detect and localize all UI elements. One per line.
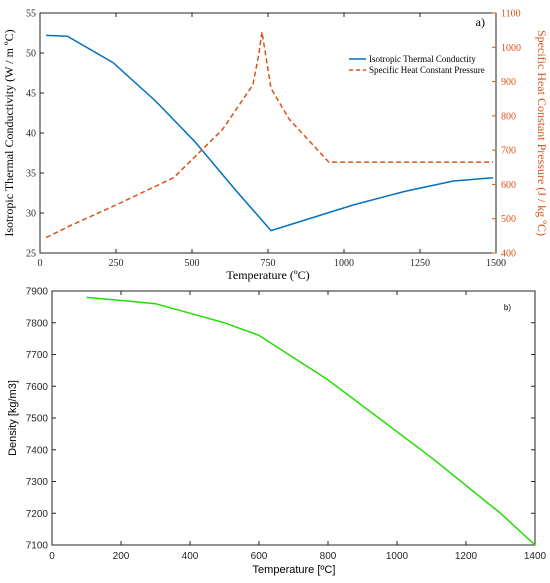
density-line xyxy=(86,296,536,546)
y-tick-label: 7400 xyxy=(26,445,49,456)
series-lines-b xyxy=(86,296,536,546)
x-tick-label: 0 xyxy=(38,258,43,269)
x-ticks-a: 0 250 500 750 1000 1250 1500 xyxy=(38,13,506,269)
x-tick-label: 400 xyxy=(182,551,199,562)
x-tick-label: 750 xyxy=(261,258,276,269)
plot-area-a xyxy=(39,12,497,254)
y-left-tick-label: 45 xyxy=(26,89,36,100)
x-tick-label: 1250 xyxy=(410,258,430,269)
y-left-tick-label: 30 xyxy=(26,209,36,220)
legend-label-conductivity: Isotropic Thermal Conductity xyxy=(369,54,476,64)
y-tick-label: 7700 xyxy=(26,350,49,361)
chart-panel-a: 0 250 500 750 1000 1250 1500 25 30 35 40 45 50 55 40… xyxy=(2,9,549,283)
y-right-tick-label: 900 xyxy=(501,77,516,88)
y-tick-label: 7600 xyxy=(26,382,49,393)
x-tick-label: 1000 xyxy=(334,258,354,269)
y-left-tick-label: 40 xyxy=(26,129,36,140)
y-right-tick-label: 500 xyxy=(501,214,516,225)
y-ticks-b: 7100 7200 7300 7400 7500 7600 7700 7800 7900 xyxy=(26,287,535,552)
chart-panel-b: 0 200 400 600 800 1000 1200 1400 7100 7200 7300 74… xyxy=(7,287,547,577)
y-right-ticks-a: 400 500 600 700 800 900 1000 1100 xyxy=(492,9,521,260)
specific-heat-line xyxy=(45,31,493,239)
y-left-tick-label: 50 xyxy=(26,49,36,60)
x-tick-label: 200 xyxy=(113,551,130,562)
x-tick-label: 250 xyxy=(109,258,124,269)
x-tick-label: 500 xyxy=(185,258,200,269)
y-left-tick-label: 25 xyxy=(26,249,36,260)
y-tick-label: 7300 xyxy=(26,477,49,488)
panel-label-a: a) xyxy=(476,15,485,29)
y-left-tick-label: 55 xyxy=(26,9,36,20)
y-right-tick-label: 1000 xyxy=(501,43,521,54)
x-tick-label: 1500 xyxy=(486,258,506,269)
y-tick-label: 7100 xyxy=(26,541,49,552)
panel-label-b: b) xyxy=(504,303,511,312)
y-right-tick-label: 1100 xyxy=(501,9,521,20)
x-tick-label: 600 xyxy=(251,551,268,562)
x-ticks-b: 0 200 400 600 800 1000 1200 1400 xyxy=(49,291,547,562)
thermal-conductivity-line xyxy=(46,34,494,232)
y-left-axis-label-a: Isotropic Thermal Conductivity (W / m ºC… xyxy=(2,29,16,236)
x-tick-label: 1000 xyxy=(386,551,409,562)
y-tick-label: 7500 xyxy=(26,414,49,425)
y-left-tick-label: 35 xyxy=(26,169,36,180)
y-tick-label: 7900 xyxy=(26,287,49,298)
x-tick-label: 1200 xyxy=(455,551,478,562)
y-left-ticks-a: 25 30 35 40 45 50 55 xyxy=(26,9,44,260)
y-axis-label-b: Density [kg/m3] xyxy=(7,380,19,456)
y-right-tick-label: 600 xyxy=(501,180,516,191)
y-tick-label: 7800 xyxy=(26,318,49,329)
series-lines-a xyxy=(45,31,494,239)
x-tick-label: 800 xyxy=(320,551,337,562)
x-axis-label-a: Temperature (ºC) xyxy=(226,268,309,282)
y-tick-label: 7200 xyxy=(26,509,49,520)
y-right-tick-label: 800 xyxy=(501,111,516,122)
y-right-tick-label: 400 xyxy=(501,249,516,260)
x-axis-label-b: Temperature [ºC] xyxy=(253,564,336,576)
y-right-tick-label: 700 xyxy=(501,146,516,157)
x-tick-label: 0 xyxy=(49,551,55,562)
plot-area-b xyxy=(51,290,536,546)
x-tick-label: 1400 xyxy=(524,551,547,562)
legend-a: Isotropic Thermal Conductity Specific He… xyxy=(349,54,485,75)
y-right-axis-label-a: Specific Heat Constant Pressure (J / kg … xyxy=(535,30,549,236)
legend-label-specific-heat: Specific Heat Constant Pressure xyxy=(369,65,485,75)
